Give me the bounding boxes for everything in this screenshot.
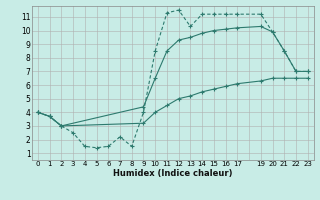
X-axis label: Humidex (Indice chaleur): Humidex (Indice chaleur) xyxy=(113,169,233,178)
